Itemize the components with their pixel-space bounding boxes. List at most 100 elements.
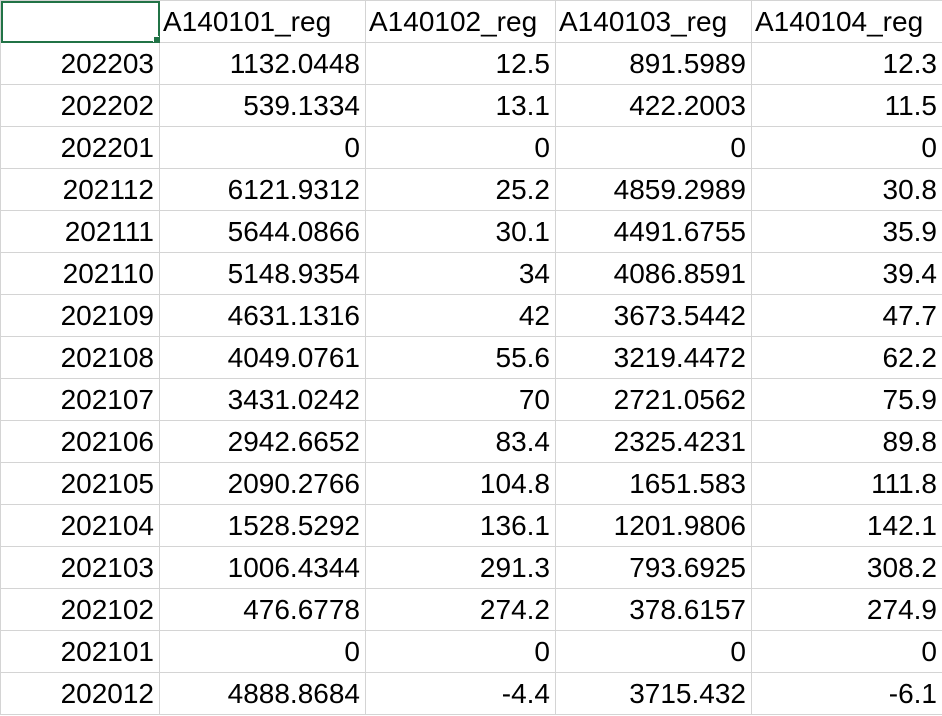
cell-a140102[interactable]: 30.1 xyxy=(365,210,556,253)
cell-a140101[interactable]: 2090.2766 xyxy=(159,462,366,505)
cell-a140101[interactable]: 1006.4344 xyxy=(159,546,366,589)
cell-period[interactable]: 202109 xyxy=(0,294,160,337)
cell-a140101[interactable]: 0 xyxy=(159,126,366,169)
table-row: 202202 539.1334 13.1 422.2003 11.5 xyxy=(0,84,942,127)
table-row: 202111 5644.0866 30.1 4491.6755 35.9 xyxy=(0,210,942,253)
cell-a140102[interactable]: 274.2 xyxy=(365,588,556,631)
cell-a140101[interactable]: 1528.5292 xyxy=(159,504,366,547)
cell-a140103[interactable]: 3715.432 xyxy=(555,672,752,715)
cell-a140104[interactable]: 111.8 xyxy=(751,462,942,505)
cell-a140101[interactable]: 0 xyxy=(159,630,366,673)
cell-a140103[interactable]: 0 xyxy=(555,126,752,169)
cell-period[interactable]: 202101 xyxy=(0,630,160,673)
cell-a140102[interactable]: 70 xyxy=(365,378,556,421)
table-row: 202201 0 0 0 0 xyxy=(0,126,942,169)
cell-a140103[interactable]: 1201.9806 xyxy=(555,504,752,547)
cell-a140104[interactable]: 35.9 xyxy=(751,210,942,253)
cell-a140103[interactable]: 3673.5442 xyxy=(555,294,752,337)
cell-a140103[interactable]: 1651.583 xyxy=(555,462,752,505)
cell-a140102[interactable]: 25.2 xyxy=(365,168,556,211)
cell-a140101[interactable]: 539.1334 xyxy=(159,84,366,127)
cell-a140103[interactable]: 4859.2989 xyxy=(555,168,752,211)
cell-a140104[interactable]: 274.9 xyxy=(751,588,942,631)
cell-a140104[interactable]: 0 xyxy=(751,126,942,169)
cell-period[interactable]: 202107 xyxy=(0,378,160,421)
cell-a140104[interactable]: 142.1 xyxy=(751,504,942,547)
cell-period[interactable]: 202110 xyxy=(0,252,160,295)
cell-a140104[interactable]: 39.4 xyxy=(751,252,942,295)
cell-a140102[interactable]: 104.8 xyxy=(365,462,556,505)
table-row: 202104 1528.5292 136.1 1201.9806 142.1 xyxy=(0,504,942,547)
cell-a140104[interactable]: 30.8 xyxy=(751,168,942,211)
cell-a140102[interactable]: 12.5 xyxy=(365,42,556,85)
cell-period[interactable]: 202104 xyxy=(0,504,160,547)
cell-a140102[interactable]: 136.1 xyxy=(365,504,556,547)
cell-a140103[interactable]: 4086.8591 xyxy=(555,252,752,295)
cell-a140102[interactable]: 0 xyxy=(365,630,556,673)
cell-period[interactable]: 202106 xyxy=(0,420,160,463)
cell-period[interactable]: 202103 xyxy=(0,546,160,589)
cell-a140103[interactable]: 793.6925 xyxy=(555,546,752,589)
cell-a140101[interactable]: 4888.8684 xyxy=(159,672,366,715)
cell-a140104[interactable]: 0 xyxy=(751,630,942,673)
cell-a140104[interactable]: 47.7 xyxy=(751,294,942,337)
cell-a140102[interactable]: 0 xyxy=(365,126,556,169)
cell-a140103[interactable]: 0 xyxy=(555,630,752,673)
cell-a140101[interactable]: 3431.0242 xyxy=(159,378,366,421)
cell-period[interactable]: 202202 xyxy=(0,84,160,127)
cell-a140103[interactable]: 422.2003 xyxy=(555,84,752,127)
cell-a140103[interactable]: 4491.6755 xyxy=(555,210,752,253)
cell-a140102[interactable]: 42 xyxy=(365,294,556,337)
cell-period[interactable]: 202112 xyxy=(0,168,160,211)
table-row: 202103 1006.4344 291.3 793.6925 308.2 xyxy=(0,546,942,589)
cell-a140104[interactable]: 12.3 xyxy=(751,42,942,85)
table-row: 202109 4631.1316 42 3673.5442 47.7 xyxy=(0,294,942,337)
cell-a140101[interactable]: 2942.6652 xyxy=(159,420,366,463)
cell-a140104[interactable]: 75.9 xyxy=(751,378,942,421)
cell-a140102[interactable]: 13.1 xyxy=(365,84,556,127)
table-row: 202106 2942.6652 83.4 2325.4231 89.8 xyxy=(0,420,942,463)
table-row: 202105 2090.2766 104.8 1651.583 111.8 xyxy=(0,462,942,505)
cell-a140101[interactable]: 5644.0866 xyxy=(159,210,366,253)
table-row: 202203 1132.0448 12.5 891.5989 12.3 xyxy=(0,42,942,85)
cell-a140104[interactable]: -6.1 xyxy=(751,672,942,715)
header-cell-a140101[interactable]: A140101_reg xyxy=(159,0,366,43)
cell-a140104[interactable]: 11.5 xyxy=(751,84,942,127)
cell-a140103[interactable]: 891.5989 xyxy=(555,42,752,85)
cell-a140101[interactable]: 1132.0448 xyxy=(159,42,366,85)
cell-a140101[interactable]: 4049.0761 xyxy=(159,336,366,379)
cell-a140102[interactable]: 34 xyxy=(365,252,556,295)
cell-period[interactable]: 202102 xyxy=(0,588,160,631)
header-cell-a140102[interactable]: A140102_reg xyxy=(365,0,556,43)
cell-a140102[interactable]: 83.4 xyxy=(365,420,556,463)
cell-period[interactable]: 202203 xyxy=(0,42,160,85)
cell-a140102[interactable]: 291.3 xyxy=(365,546,556,589)
table-row: 202012 4888.8684 -4.4 3715.432 -6.1 xyxy=(0,672,942,715)
header-row: A140101_reg A140102_reg A140103_reg A140… xyxy=(0,0,942,43)
cell-a140103[interactable]: 3219.4472 xyxy=(555,336,752,379)
cell-a140104[interactable]: 89.8 xyxy=(751,420,942,463)
cell-period[interactable]: 202012 xyxy=(0,672,160,715)
cell-period[interactable]: 202111 xyxy=(0,210,160,253)
cell-period[interactable]: 202201 xyxy=(0,126,160,169)
table-row: 202107 3431.0242 70 2721.0562 75.9 xyxy=(0,378,942,421)
header-cell-a140103[interactable]: A140103_reg xyxy=(555,0,752,43)
cell-a140101[interactable]: 6121.9312 xyxy=(159,168,366,211)
cell-a140103[interactable]: 2325.4231 xyxy=(555,420,752,463)
cell-a140104[interactable]: 62.2 xyxy=(751,336,942,379)
cell-corner-selected[interactable] xyxy=(0,0,160,43)
cell-a140101[interactable]: 5148.9354 xyxy=(159,252,366,295)
cell-a140104[interactable]: 308.2 xyxy=(751,546,942,589)
cell-a140102[interactable]: 55.6 xyxy=(365,336,556,379)
cell-a140101[interactable]: 4631.1316 xyxy=(159,294,366,337)
table-row: 202112 6121.9312 25.2 4859.2989 30.8 xyxy=(0,168,942,211)
cell-a140101[interactable]: 476.6778 xyxy=(159,588,366,631)
header-cell-a140104[interactable]: A140104_reg xyxy=(751,0,942,43)
cell-period[interactable]: 202105 xyxy=(0,462,160,505)
cell-period[interactable]: 202108 xyxy=(0,336,160,379)
cell-a140103[interactable]: 378.6157 xyxy=(555,588,752,631)
cell-a140102[interactable]: -4.4 xyxy=(365,672,556,715)
cell-a140103[interactable]: 2721.0562 xyxy=(555,378,752,421)
